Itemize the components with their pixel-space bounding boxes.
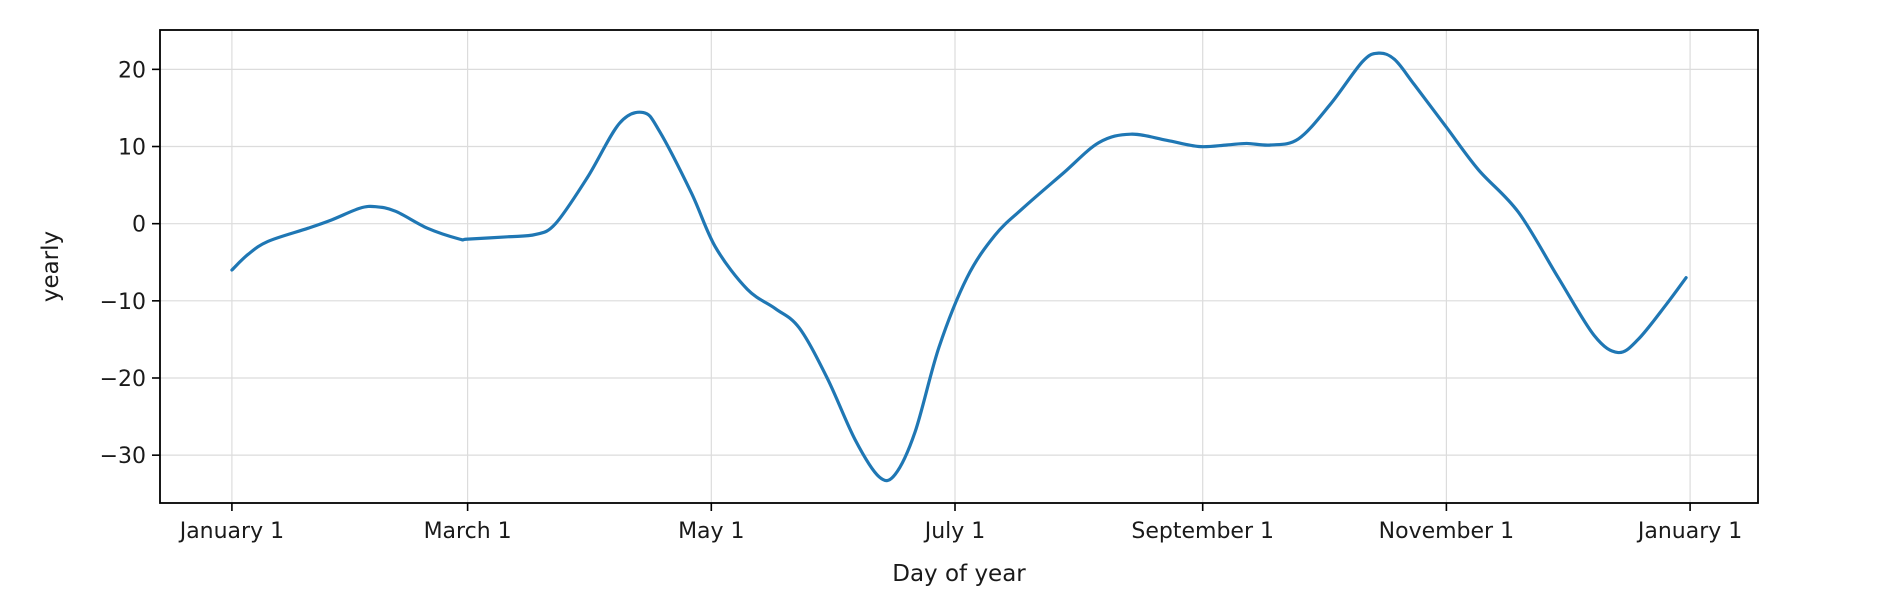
y-axis-label: yearly [38, 231, 64, 302]
x-tick-label: May 1 [678, 519, 744, 544]
y-tick-label: −20 [100, 367, 146, 392]
plot-frame [159, 29, 1759, 504]
grid [160, 30, 1758, 503]
x-tick-label: March 1 [424, 519, 512, 544]
x-tick-label: July 1 [923, 519, 986, 544]
x-axis: January 1 March 1 May 1 July 1 September 1 No… [178, 503, 1742, 544]
y-tick-label: 20 [118, 58, 146, 83]
y-axis: 20 10 0 −10 −20 −30 [100, 58, 160, 469]
y-tick-label: 10 [118, 136, 146, 161]
y-tick-label: 0 [132, 213, 146, 238]
x-tick-label: January 1 [178, 519, 284, 544]
x-tick-label: November 1 [1379, 519, 1514, 544]
y-tick-label: −10 [100, 290, 146, 315]
x-axis-label: Day of year [892, 561, 1026, 587]
y-tick-label: −30 [100, 444, 146, 469]
yearly-series-line [230, 51, 1688, 483]
x-tick-label: September 1 [1131, 519, 1274, 544]
series-layer [230, 51, 1688, 483]
x-tick-label: January 1 [1636, 519, 1742, 544]
